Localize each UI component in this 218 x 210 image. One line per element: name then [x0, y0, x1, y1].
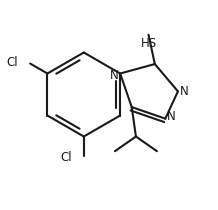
Text: Cl: Cl	[7, 56, 18, 69]
Text: N: N	[180, 85, 189, 98]
Text: HS: HS	[140, 37, 157, 50]
Text: N: N	[167, 110, 175, 123]
Text: N: N	[110, 69, 119, 82]
Text: Cl: Cl	[60, 151, 72, 164]
